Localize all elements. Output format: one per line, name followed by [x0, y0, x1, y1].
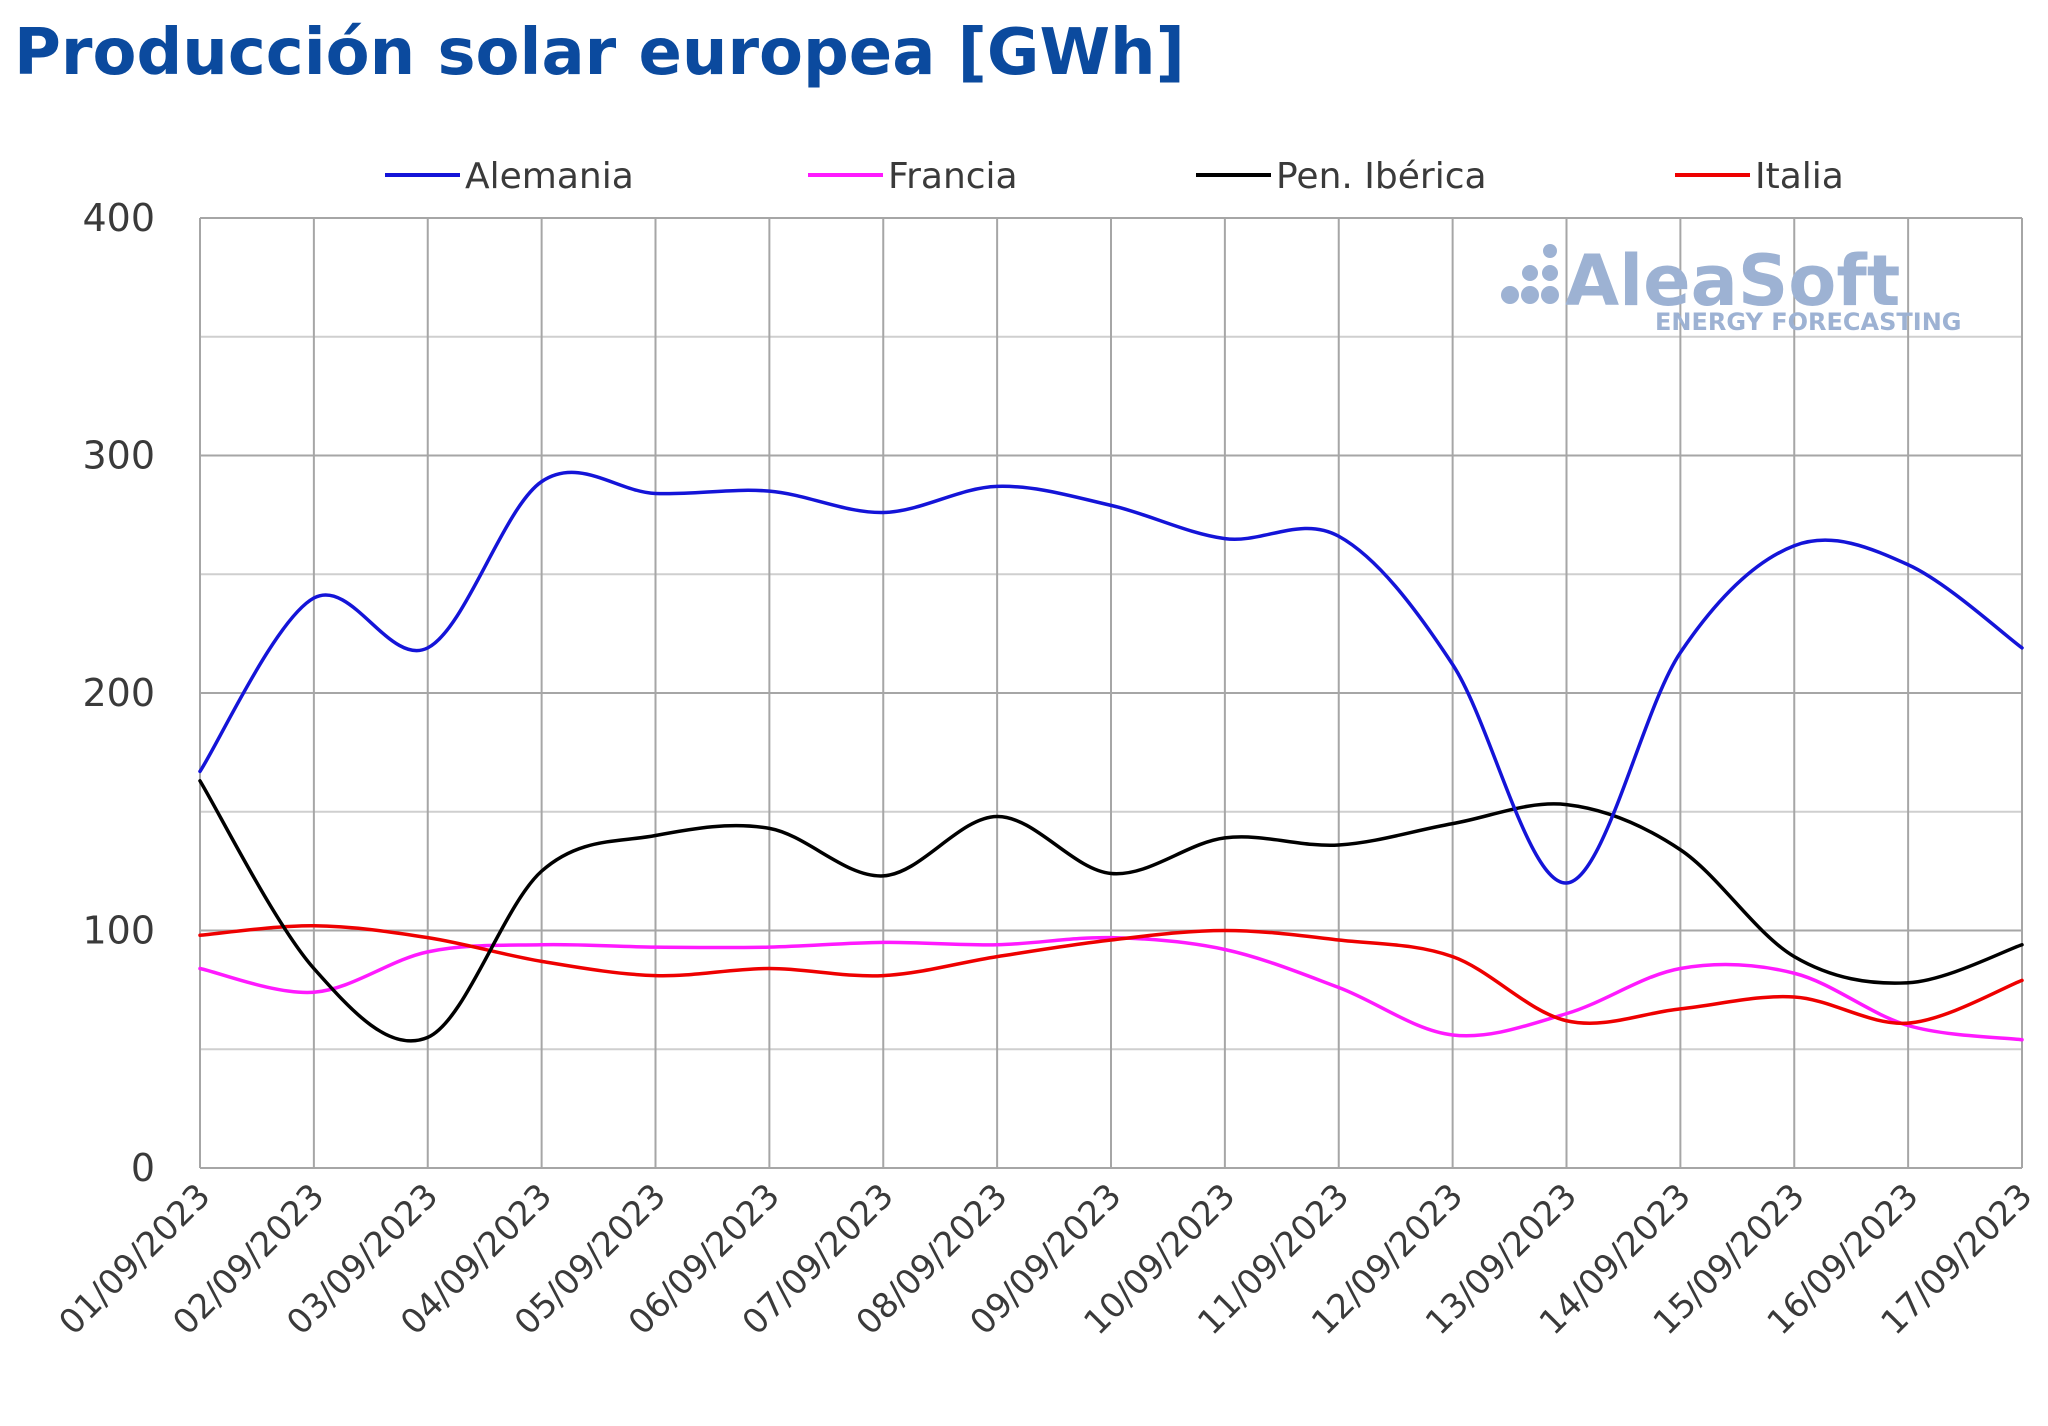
legend-label: Francia	[888, 156, 1018, 197]
y-axis-ticks: 0 100 200 300 400	[82, 196, 155, 1190]
logo-dot	[1543, 244, 1557, 258]
y-tick-label: 100	[82, 909, 155, 953]
series-line-francia	[198, 935, 2024, 1042]
series-line-italia	[198, 923, 2024, 1025]
y-tick-label: 200	[82, 671, 155, 715]
y-tick-label: 300	[82, 434, 155, 478]
series-line-alemania	[198, 470, 2024, 885]
series-lines	[198, 470, 2024, 1043]
legend-label: Alemania	[465, 156, 634, 197]
chart-title: Producción solar europea [GWh]	[14, 16, 1185, 90]
aleasoft-watermark: AleaSoft ENERGY FORECASTING	[1501, 240, 1962, 336]
series-line-pen-ib-rica	[198, 779, 2024, 1043]
grid	[199, 217, 2023, 1169]
x-axis-ticks: 01/09/202302/09/202303/09/202304/09/2023…	[52, 1176, 2041, 1343]
y-tick-label: 0	[131, 1146, 155, 1190]
aleasoft-logo-dots-icon	[1501, 244, 1559, 304]
legend: Alemania Francia Pen. Ibérica Italia	[385, 156, 1844, 197]
logo-dot	[1521, 286, 1539, 304]
watermark-tagline: ENERGY FORECASTING	[1655, 308, 1962, 336]
watermark-brand: AleaSoft	[1565, 240, 1900, 322]
legend-label: Pen. Ibérica	[1276, 156, 1487, 197]
y-tick-label: 400	[82, 196, 155, 240]
legend-label: Italia	[1755, 156, 1844, 197]
logo-dot	[1522, 265, 1538, 281]
logo-dot	[1542, 265, 1558, 281]
logo-dot	[1541, 286, 1559, 304]
logo-dot	[1501, 286, 1519, 304]
